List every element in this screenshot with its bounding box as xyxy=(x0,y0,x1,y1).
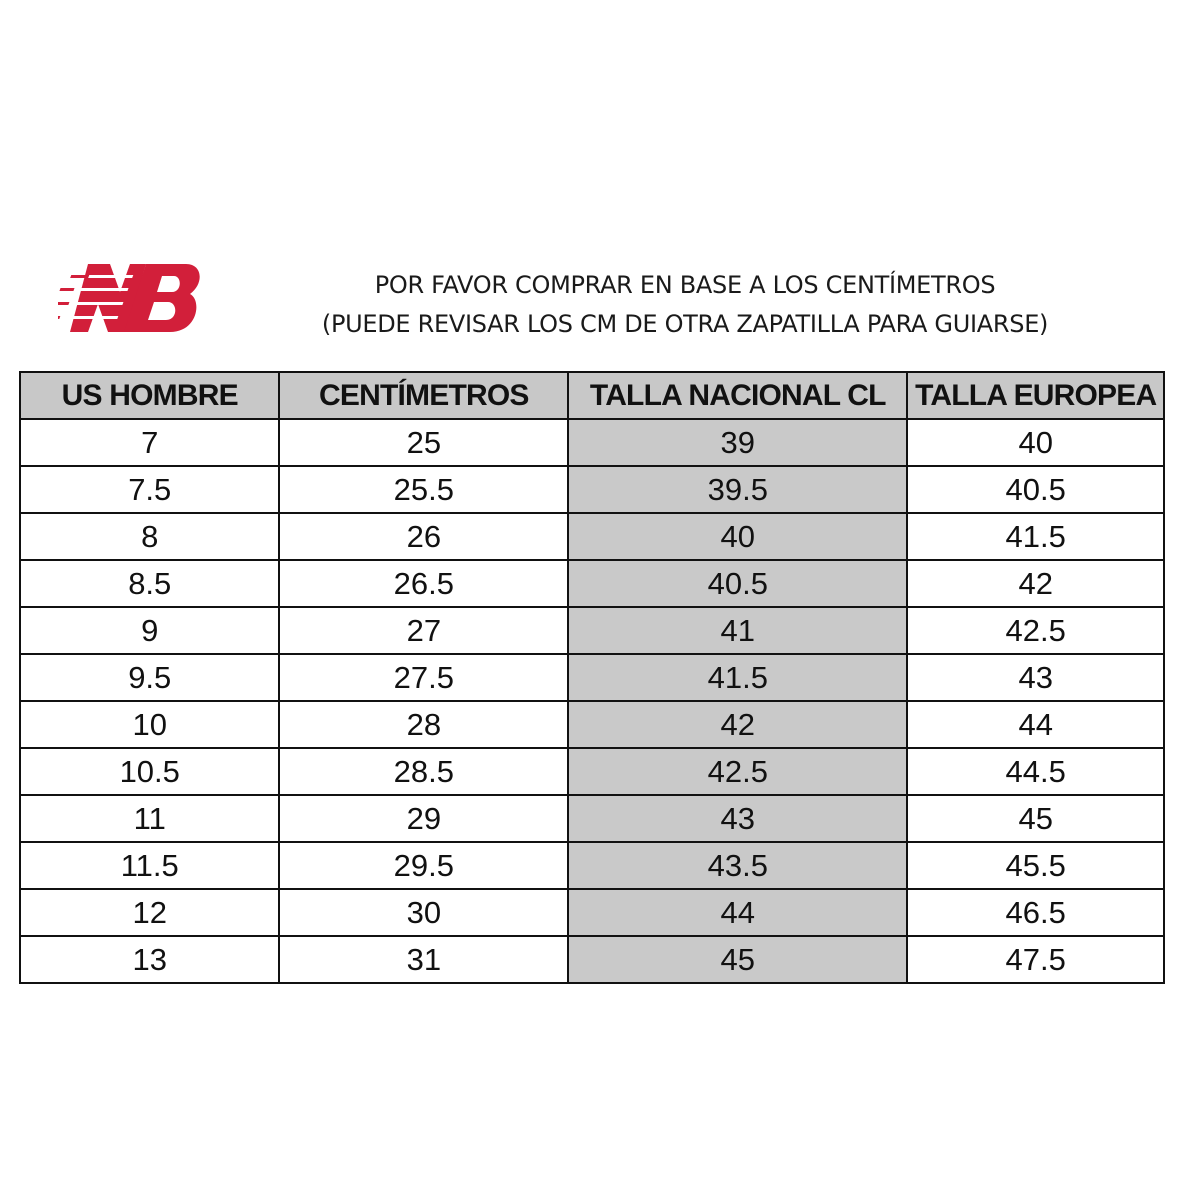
cell-europea: 45.5 xyxy=(906,841,1165,890)
table-row: 10.5 28.5 42.5 44.5 xyxy=(18,747,1165,796)
table-row: 12 30 44 46.5 xyxy=(18,888,1165,937)
table-row: 7.5 25.5 39.5 40.5 xyxy=(18,465,1165,514)
cell-cm: 25 xyxy=(278,418,570,467)
cell-europea: 47.5 xyxy=(906,935,1165,984)
cell-nacional-cl: 40 xyxy=(567,512,909,561)
cell-us-size: 8 xyxy=(18,512,281,561)
cell-cm: 26 xyxy=(278,512,570,561)
cell-us-size: 12 xyxy=(18,888,281,937)
cell-us-size: 7.5 xyxy=(18,465,281,514)
notice-line-2: (PUEDE REVISAR LOS CM DE OTRA ZAPATILLA … xyxy=(321,310,1049,338)
table-row: 10 28 42 44 xyxy=(18,700,1165,749)
cell-nacional-cl: 43 xyxy=(567,794,909,843)
cell-us-size: 7 xyxy=(18,418,281,467)
cell-europea: 44.5 xyxy=(906,747,1165,796)
cell-nacional-cl: 39.5 xyxy=(567,465,909,514)
table-row: 13 31 45 47.5 xyxy=(18,935,1165,984)
cell-europea: 40.5 xyxy=(906,465,1165,514)
cell-nacional-cl: 41.5 xyxy=(567,653,909,702)
new-balance-logo xyxy=(58,264,200,332)
cell-europea: 45 xyxy=(906,794,1165,843)
cell-nacional-cl: 43.5 xyxy=(567,841,909,890)
cell-cm: 29 xyxy=(278,794,570,843)
cell-us-size: 11.5 xyxy=(18,841,281,890)
cell-us-size: 10 xyxy=(18,700,281,749)
cell-europea: 42.5 xyxy=(906,606,1165,655)
table-row: 8.5 26.5 40.5 42 xyxy=(18,559,1165,608)
table-row: 11.5 29.5 43.5 45.5 xyxy=(18,841,1165,890)
purchase-notice: POR FAVOR COMPRAR EN BASE A LOS CENTÍMET… xyxy=(230,266,1140,344)
cell-cm: 26.5 xyxy=(278,559,570,608)
table-row: 7 25 39 40 xyxy=(18,418,1165,467)
cell-cm: 28.5 xyxy=(278,747,570,796)
cell-cm: 31 xyxy=(278,935,570,984)
cell-us-size: 10.5 xyxy=(18,747,281,796)
cell-europea: 43 xyxy=(906,653,1165,702)
header-row: US HOMBRE CENTÍMETROS TALLA NACIONAL CL … xyxy=(18,371,1165,420)
cell-us-size: 13 xyxy=(18,935,281,984)
table-row: 11 29 43 45 xyxy=(18,794,1165,843)
cell-nacional-cl: 45 xyxy=(567,935,909,984)
cell-cm: 27.5 xyxy=(278,653,570,702)
header-talla-nacional: TALLA NACIONAL CL xyxy=(567,371,909,420)
cell-cm: 30 xyxy=(278,888,570,937)
cell-europea: 41.5 xyxy=(906,512,1165,561)
cell-europea: 42 xyxy=(906,559,1165,608)
cell-europea: 44 xyxy=(906,700,1165,749)
cell-us-size: 9.5 xyxy=(18,653,281,702)
cell-us-size: 9 xyxy=(18,606,281,655)
cell-cm: 27 xyxy=(278,606,570,655)
cell-nacional-cl: 41 xyxy=(567,606,909,655)
cell-europea: 46.5 xyxy=(906,888,1165,937)
cell-nacional-cl: 44 xyxy=(567,888,909,937)
cell-nacional-cl: 39 xyxy=(567,418,909,467)
cell-cm: 28 xyxy=(278,700,570,749)
table-row: 8 26 40 41.5 xyxy=(18,512,1165,561)
header-talla-europea: TALLA EUROPEA xyxy=(906,371,1165,420)
cell-cm: 29.5 xyxy=(278,841,570,890)
size-chart-table: US HOMBRE CENTÍMETROS TALLA NACIONAL CL … xyxy=(18,371,1165,984)
header-us-hombre: US HOMBRE xyxy=(18,371,281,420)
header-centimetros: CENTÍMETROS xyxy=(278,371,570,420)
cell-cm: 25.5 xyxy=(278,465,570,514)
table-row: 9.5 27.5 41.5 43 xyxy=(18,653,1165,702)
table-row: 9 27 41 42.5 xyxy=(18,606,1165,655)
notice-line-1: POR FAVOR COMPRAR EN BASE A LOS CENTÍMET… xyxy=(374,271,996,299)
cell-us-size: 11 xyxy=(18,794,281,843)
cell-nacional-cl: 42 xyxy=(567,700,909,749)
cell-europea: 40 xyxy=(906,418,1165,467)
cell-nacional-cl: 42.5 xyxy=(567,747,909,796)
cell-nacional-cl: 40.5 xyxy=(567,559,909,608)
cell-us-size: 8.5 xyxy=(18,559,281,608)
